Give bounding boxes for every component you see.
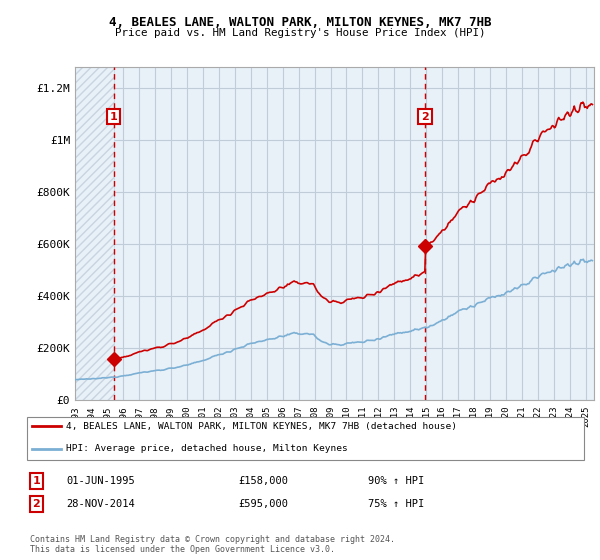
Text: 4, BEALES LANE, WALTON PARK, MILTON KEYNES, MK7 7HB: 4, BEALES LANE, WALTON PARK, MILTON KEYN… xyxy=(109,16,491,29)
Text: 90% ↑ HPI: 90% ↑ HPI xyxy=(368,476,424,486)
Text: 28-NOV-2014: 28-NOV-2014 xyxy=(66,499,135,509)
Text: Price paid vs. HM Land Registry's House Price Index (HPI): Price paid vs. HM Land Registry's House … xyxy=(115,28,485,38)
Text: HPI: Average price, detached house, Milton Keynes: HPI: Average price, detached house, Milt… xyxy=(66,444,348,453)
Text: 4, BEALES LANE, WALTON PARK, MILTON KEYNES, MK7 7HB (detached house): 4, BEALES LANE, WALTON PARK, MILTON KEYN… xyxy=(66,422,457,431)
Text: 2: 2 xyxy=(421,111,429,122)
Text: 1: 1 xyxy=(32,476,40,486)
Text: £595,000: £595,000 xyxy=(238,499,289,509)
FancyBboxPatch shape xyxy=(27,417,584,460)
Text: £158,000: £158,000 xyxy=(238,476,289,486)
Text: 75% ↑ HPI: 75% ↑ HPI xyxy=(368,499,424,509)
Text: 1: 1 xyxy=(110,111,118,122)
Text: 01-JUN-1995: 01-JUN-1995 xyxy=(66,476,135,486)
Text: Contains HM Land Registry data © Crown copyright and database right 2024.
This d: Contains HM Land Registry data © Crown c… xyxy=(29,535,395,554)
Text: 2: 2 xyxy=(32,499,40,509)
